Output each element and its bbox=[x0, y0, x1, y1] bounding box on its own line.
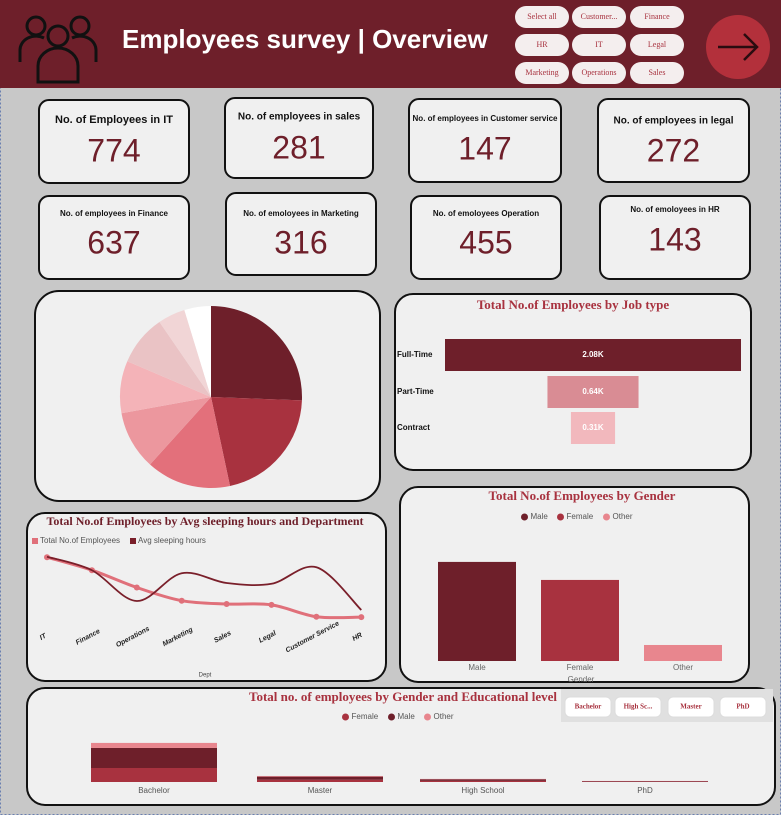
slicer-label[interactable]: PhD bbox=[736, 703, 749, 711]
legend-marker bbox=[557, 514, 564, 521]
line-point bbox=[269, 602, 275, 608]
filter-label[interactable]: IT bbox=[595, 40, 603, 49]
kpi-value: 143 bbox=[648, 221, 701, 257]
x-tick-label: Bachelor bbox=[138, 786, 170, 795]
legend-marker bbox=[130, 538, 136, 544]
x-axis-title: Dept bbox=[199, 673, 212, 679]
kpi-value: 316 bbox=[274, 224, 327, 260]
x-axis-title: Gender bbox=[568, 675, 595, 684]
legend-label: Female bbox=[567, 512, 594, 521]
chart-title: Total No.of Employees by Job type bbox=[477, 297, 670, 312]
stacked-bar-segment bbox=[257, 777, 383, 780]
x-tick-label: Other bbox=[673, 663, 693, 672]
stacked-bar-segment bbox=[91, 743, 217, 748]
legend-label: Male bbox=[531, 512, 549, 521]
line-point bbox=[134, 585, 140, 591]
bar bbox=[541, 580, 619, 661]
filter-label[interactable]: Finance bbox=[644, 12, 670, 21]
x-tick-label: High School bbox=[461, 786, 504, 795]
x-tick-label: Master bbox=[308, 786, 333, 795]
chart-title: Total no. of employees by Gender and Edu… bbox=[249, 689, 557, 704]
kpi-label: No. of employees in sales bbox=[238, 112, 361, 123]
bar bbox=[644, 645, 722, 661]
kpi-value: 637 bbox=[87, 224, 140, 260]
line-point bbox=[313, 614, 319, 620]
filter-label[interactable]: HR bbox=[536, 40, 548, 49]
category-label: Full-Time bbox=[397, 350, 433, 359]
kpi-value: 455 bbox=[459, 224, 512, 260]
line-point bbox=[179, 598, 185, 604]
line-point bbox=[358, 614, 364, 620]
chart-title: Total No.of Employees by Gender bbox=[489, 488, 676, 503]
stacked-bar-segment bbox=[420, 781, 546, 782]
filter-label[interactable]: Sales bbox=[649, 68, 666, 77]
kpi-label: No. of emoloyees in HR bbox=[630, 205, 720, 214]
kpi-value: 774 bbox=[87, 132, 140, 168]
legend-label: Female bbox=[352, 712, 379, 721]
category-label: Contract bbox=[397, 423, 430, 432]
stacked-bar-segment bbox=[420, 779, 546, 781]
bar bbox=[438, 562, 516, 661]
legend-label: Avg sleeping hours bbox=[138, 536, 206, 545]
chart-title: Total No.of Employees by Avg sleeping ho… bbox=[46, 514, 363, 528]
legend-marker bbox=[424, 714, 431, 721]
data-label: 2.08K bbox=[582, 350, 604, 359]
line-point bbox=[224, 601, 230, 607]
next-button[interactable] bbox=[706, 15, 770, 79]
kpi-label: No. of employees in Finance bbox=[60, 209, 169, 218]
x-tick-label: PhD bbox=[637, 786, 653, 795]
legend-label: Other bbox=[613, 512, 633, 521]
kpi-label: No. of emoloyees in Marketing bbox=[243, 209, 359, 218]
filter-label[interactable]: Select all bbox=[527, 12, 557, 21]
slicer-label[interactable]: Master bbox=[680, 703, 701, 711]
legend-marker bbox=[603, 514, 610, 521]
filter-label[interactable]: Operations bbox=[581, 68, 616, 77]
kpi-value: 272 bbox=[647, 132, 700, 168]
filter-label[interactable]: Legal bbox=[648, 40, 667, 49]
kpi-value: 281 bbox=[272, 129, 325, 165]
legend-label: Total No.of Employees bbox=[40, 536, 120, 545]
kpi-label: No. of employees in legal bbox=[613, 116, 733, 127]
slicer-label[interactable]: High Sc... bbox=[624, 703, 653, 711]
legend-marker bbox=[521, 514, 528, 521]
stacked-bar-segment bbox=[257, 780, 383, 782]
stacked-bar-segment bbox=[582, 781, 708, 782]
header-title: Employees survey | Overview bbox=[122, 24, 488, 54]
legend-marker bbox=[342, 714, 349, 721]
kpi-value: 147 bbox=[458, 130, 511, 166]
kpi-label: No. of emoloyees Operation bbox=[433, 209, 539, 218]
stacked-bar-segment bbox=[91, 768, 217, 782]
kpi-label: No. of Employees in IT bbox=[55, 114, 173, 126]
stacked-bar-segment bbox=[257, 776, 383, 777]
legend-label: Male bbox=[398, 712, 416, 721]
legend-marker bbox=[388, 714, 395, 721]
slicer-label[interactable]: Bachelor bbox=[575, 703, 602, 711]
legend-marker bbox=[32, 538, 38, 544]
kpi-label: No. of employees in Customer service bbox=[413, 114, 558, 123]
stacked-bar-segment bbox=[91, 748, 217, 768]
legend-label: Other bbox=[434, 712, 454, 721]
category-label: Part-Time bbox=[397, 387, 434, 396]
filter-label[interactable]: Customer... bbox=[581, 12, 618, 21]
x-tick-label: Female bbox=[567, 663, 594, 672]
data-label: 0.31K bbox=[582, 423, 604, 432]
filter-label[interactable]: Marketing bbox=[525, 68, 558, 77]
data-label: 0.64K bbox=[582, 387, 604, 396]
x-tick-label: Male bbox=[468, 663, 486, 672]
